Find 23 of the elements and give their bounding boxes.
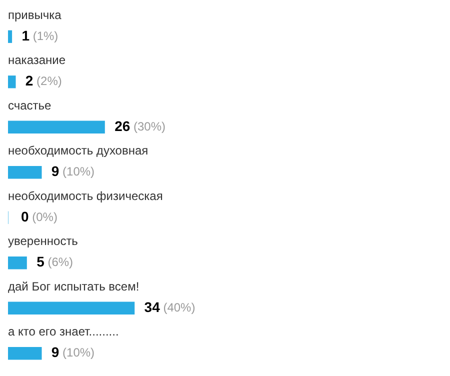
bar [8, 347, 42, 360]
y-tick-label: а кто его знает......... [8, 324, 119, 339]
y-tick-label: дай Бог испытать всем! [8, 279, 140, 294]
y-tick-label: необходимость духовная [8, 144, 148, 158]
data-label: 2 (2%) [25, 72, 62, 89]
y-tick-label: привычка [8, 8, 62, 22]
data-label: 9 (10%) [51, 163, 95, 180]
data-label: 9 (10%) [51, 344, 95, 360]
bar [8, 166, 42, 179]
data-label: 26 (30%) [114, 118, 166, 134]
bar [8, 30, 12, 43]
data-label: 0 (0%) [21, 208, 58, 224]
y-tick-label: счастье [8, 98, 52, 112]
bar [8, 120, 105, 134]
data-label: 34 (40%) [144, 298, 196, 315]
data-label: 1 (1%) [22, 27, 58, 44]
y-tick-label: наказание [8, 53, 66, 68]
data-label: 5 (6%) [36, 254, 74, 270]
y-tick-label: необходимость физическая [8, 188, 163, 203]
bar [8, 76, 16, 88]
bar [8, 256, 27, 270]
bar [8, 302, 135, 314]
y-tick-label: уверенность [8, 234, 78, 248]
